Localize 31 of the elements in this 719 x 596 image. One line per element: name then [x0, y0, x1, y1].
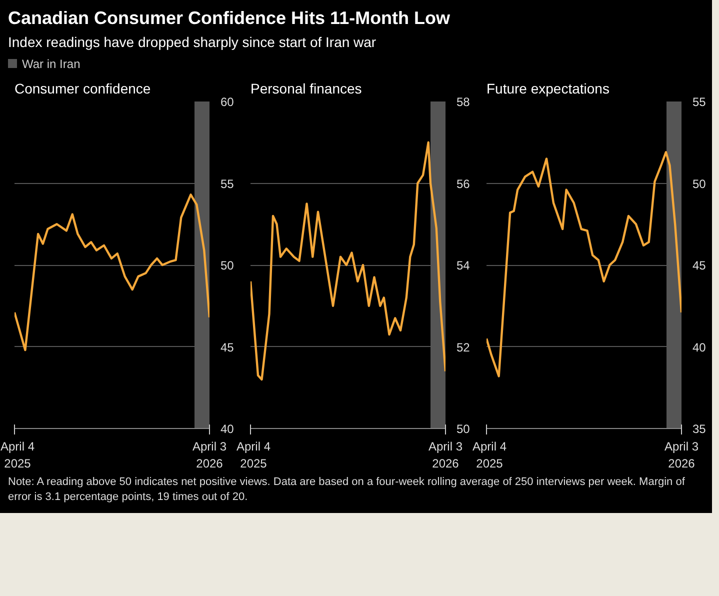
y-tick-label: 56	[456, 176, 470, 191]
y-tick-label: 55	[692, 94, 706, 109]
y-tick-label: 54	[456, 258, 470, 272]
chart-title: Consumer confidence	[14, 80, 151, 96]
line-series	[486, 151, 682, 378]
y-tick-label: 50	[456, 422, 470, 436]
x-tick-label: April 3 2026	[428, 439, 463, 470]
y-tick-label: 50	[220, 258, 234, 272]
y-tick-label: 40	[220, 422, 234, 436]
y-tick-label: 45	[220, 340, 234, 354]
x-tick-label: April 3 2026	[664, 439, 699, 470]
line-series	[14, 194, 210, 352]
x-tick-label: April 3 2026	[192, 439, 227, 470]
y-tick-label: 40	[692, 340, 706, 354]
chart-title: Personal finances	[250, 80, 362, 96]
y-tick-label: 60	[220, 94, 234, 109]
text: Canadian Consumer Confidence Hits 11-Month Low	[8, 7, 450, 30]
x-tick-label: April 4 2025	[0, 439, 35, 470]
y-tick-label: 50	[692, 176, 706, 191]
x-tick-label: April 4 2025	[236, 439, 271, 470]
legend-label: War in Iran	[22, 56, 80, 71]
y-tick-label: 55	[220, 176, 234, 191]
y-tick-label: 58	[456, 94, 470, 109]
y-tick-label: 35	[692, 422, 706, 436]
chart-title: Future expectations	[486, 80, 610, 96]
line-series	[250, 141, 446, 381]
x-tick-label: April 4 2025	[472, 439, 507, 470]
y-tick-label: 52	[456, 340, 470, 354]
y-tick-label: 45	[692, 258, 706, 272]
text: Index readings have dropped sharply since start of Iran war	[8, 32, 376, 52]
text: Note: A reading above 50 indicates net positive views. Data are based on a four-week rolling average of 250 interviews per week. Margin of error is 3.1 percentage points, 19 times out of 20.	[8, 474, 686, 505]
